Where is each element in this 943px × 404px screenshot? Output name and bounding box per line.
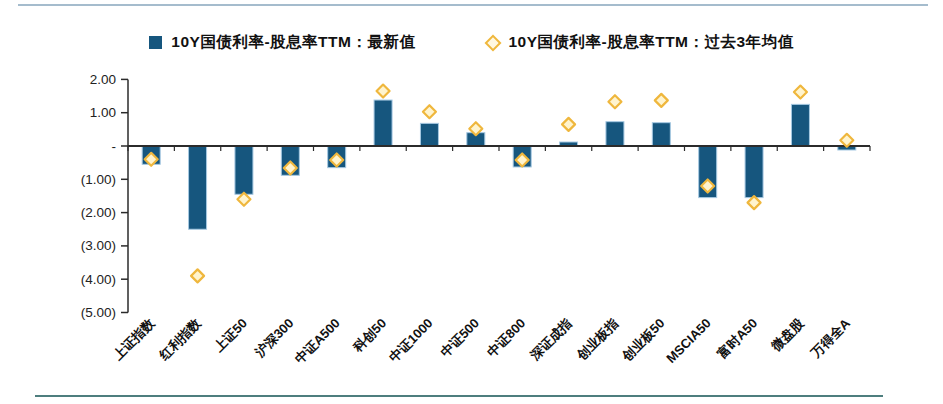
x-axis-label-深证成指: 深证成指	[527, 316, 575, 364]
y-axis-tick-label: -	[112, 139, 117, 154]
x-axis-label-MSCIA50: MSCIA50	[663, 316, 713, 366]
x-axis-label-创业板指: 创业板指	[573, 316, 621, 364]
y-axis-tick-label: (1.00)	[81, 172, 116, 187]
x-axis-label-上证指数: 上证指数	[110, 316, 157, 363]
bar-创业板指	[606, 122, 624, 146]
x-axis-label-中证500: 中证500	[438, 316, 482, 360]
diamond-marker-创业板50	[655, 94, 668, 107]
diamond-marker-万得全A	[840, 134, 853, 147]
bar-微盘股	[791, 104, 809, 146]
x-axis-label-中证A500: 中证A500	[292, 316, 343, 367]
y-axis-tick-label: (5.00)	[81, 305, 116, 320]
diamond-marker-深证成指	[562, 118, 575, 131]
x-axis-label-中证1000: 中证1000	[386, 316, 435, 365]
y-axis-tick-label: (4.00)	[81, 272, 116, 287]
diamond-marker-红利指数	[191, 269, 204, 282]
x-axis-label-红利指数: 红利指数	[156, 316, 204, 364]
bar-chart-canvas: 2.001.00-(1.00)(2.00)(3.00)(4.00)(5.00)上…	[0, 0, 943, 404]
x-axis-label-中证800: 中证800	[484, 316, 528, 360]
x-axis-label-上证50: 上证50	[211, 316, 250, 355]
bar-上证50	[235, 146, 253, 194]
x-axis-label-科创50: 科创50	[349, 316, 389, 356]
diamond-marker-中证1000	[423, 105, 436, 118]
y-axis-tick-label: 2.00	[90, 72, 116, 87]
bar-富时A50	[745, 146, 763, 198]
y-axis-tick-label: (2.00)	[81, 205, 116, 220]
x-axis-label-沪深300: 沪深300	[251, 316, 296, 361]
bar-科创50	[374, 100, 392, 146]
diamond-marker-创业板指	[608, 95, 621, 108]
x-axis-label-富时A50: 富时A50	[714, 316, 761, 363]
bar-红利指数	[189, 146, 207, 229]
bottom-border-line	[35, 395, 883, 397]
bar-创业板50	[652, 123, 670, 146]
x-axis-label-万得全A: 万得全A	[807, 315, 853, 361]
y-axis-tick-label: (3.00)	[81, 238, 116, 253]
x-axis-label-微盘股: 微盘股	[768, 315, 808, 355]
bar-中证1000	[420, 123, 438, 146]
y-axis-tick-label: 1.00	[90, 105, 116, 120]
x-axis-label-创业板50: 创业板50	[618, 316, 667, 365]
chart-figure: 10Y国债利率-股息率TTM：最新值 10Y国债利率-股息率TTM：过去3年均值…	[0, 0, 943, 404]
diamond-marker-科创50	[377, 85, 390, 98]
diamond-marker-微盘股	[794, 86, 807, 99]
